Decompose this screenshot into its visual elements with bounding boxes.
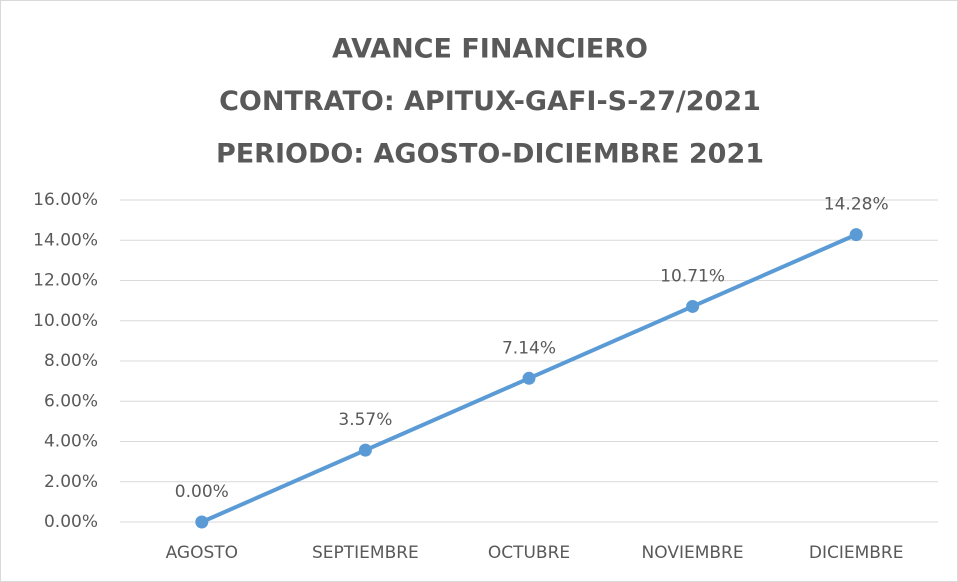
y-tick-label: 12.00% [33, 271, 98, 291]
data-label: 0.00% [175, 482, 229, 502]
y-tick-label: 14.00% [33, 230, 98, 250]
marker [358, 443, 372, 457]
chart-title: PERIODO: AGOSTO-DICIEMBRE 2021 [216, 139, 764, 170]
x-tick-label: DICIEMBRE [809, 543, 904, 563]
x-tick-label: SEPTIEMBRE [312, 543, 419, 563]
marker [195, 515, 209, 529]
x-tick-label: NOVIEMBRE [642, 543, 744, 563]
data-label: 14.28% [824, 195, 889, 215]
marker [522, 371, 536, 385]
y-tick-label: 2.00% [44, 472, 98, 492]
marker [686, 299, 700, 313]
marker [849, 228, 863, 242]
y-tick-label: 4.00% [44, 432, 98, 452]
y-tick-label: 6.00% [44, 391, 98, 411]
chart-title: AVANCE FINANCIERO [332, 34, 648, 65]
chart-title: CONTRATO: APITUX-GAFI-S-27/2021 [219, 86, 761, 117]
y-tick-label: 8.00% [44, 351, 98, 371]
y-tick-label: 0.00% [44, 512, 98, 532]
data-label: 3.57% [338, 410, 392, 430]
y-tick-label: 10.00% [33, 311, 98, 331]
x-tick-label: OCTUBRE [488, 543, 570, 563]
x-tick-label: AGOSTO [166, 543, 238, 563]
data-label: 10.71% [660, 266, 725, 286]
data-label: 7.14% [502, 338, 556, 358]
y-tick-label: 16.00% [33, 190, 98, 210]
